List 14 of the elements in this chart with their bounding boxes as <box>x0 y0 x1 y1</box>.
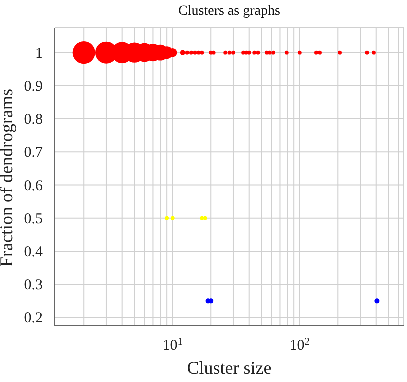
y-tick-label: 0.8 <box>24 112 43 128</box>
y-axis-title: Fraction of dendrograms <box>0 89 16 267</box>
x-axis-title: Cluster size <box>187 358 272 378</box>
y-tick-label: 0.9 <box>24 78 43 95</box>
y-tick-label: 0.6 <box>24 178 44 194</box>
chart-title: Clusters as graphs <box>178 4 282 20</box>
y-tick-label: 0.4 <box>24 244 44 260</box>
x-tick-label: 10$^{1}$ <box>162 336 184 354</box>
y-tick-label: 0.3 <box>24 278 43 294</box>
x-tick-label: 10$^{2}$ <box>290 336 310 354</box>
y-tick-label: 0.7 <box>24 145 44 162</box>
y-tick-label: 0.2 <box>24 310 43 327</box>
y-tick-label: 1 <box>36 46 43 62</box>
y-tick-label: 0.5 <box>24 211 43 228</box>
